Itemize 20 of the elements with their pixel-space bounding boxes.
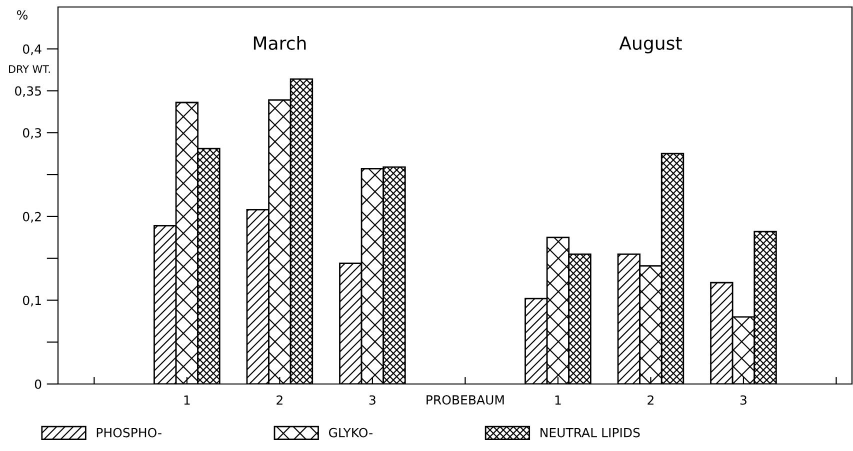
y-tick-label: 0,35 [15, 86, 41, 97]
y-tick-label: 0,2 [22, 212, 41, 223]
text: DRY WT. [9, 65, 50, 73]
x-axis-title: PROBEBAUM [426, 395, 504, 405]
y-axis-title: % [17, 10, 28, 20]
legend-label: PHOSPHO- [96, 428, 162, 438]
x-tick-label: 2 [276, 395, 282, 405]
annotation: August [619, 36, 682, 54]
legend-label: GLYKO- [328, 428, 372, 438]
x-tick-label: 3 [740, 395, 746, 405]
annotation: March [254, 36, 306, 50]
x-tick-label: 1 [184, 395, 190, 405]
y-tick-label: 0 [34, 379, 42, 389]
y-tick-label: 0,4 [22, 44, 42, 56]
x-tick-label: 3 [369, 395, 376, 405]
x-tick-label: 1 [555, 395, 561, 405]
y-tick-label: 0,1 [22, 296, 41, 306]
x-tick-label: 2 [648, 395, 654, 405]
legend-label: NEUTRAL LIPIDS [540, 428, 640, 438]
y-tick-label: 0,3 [22, 128, 42, 139]
